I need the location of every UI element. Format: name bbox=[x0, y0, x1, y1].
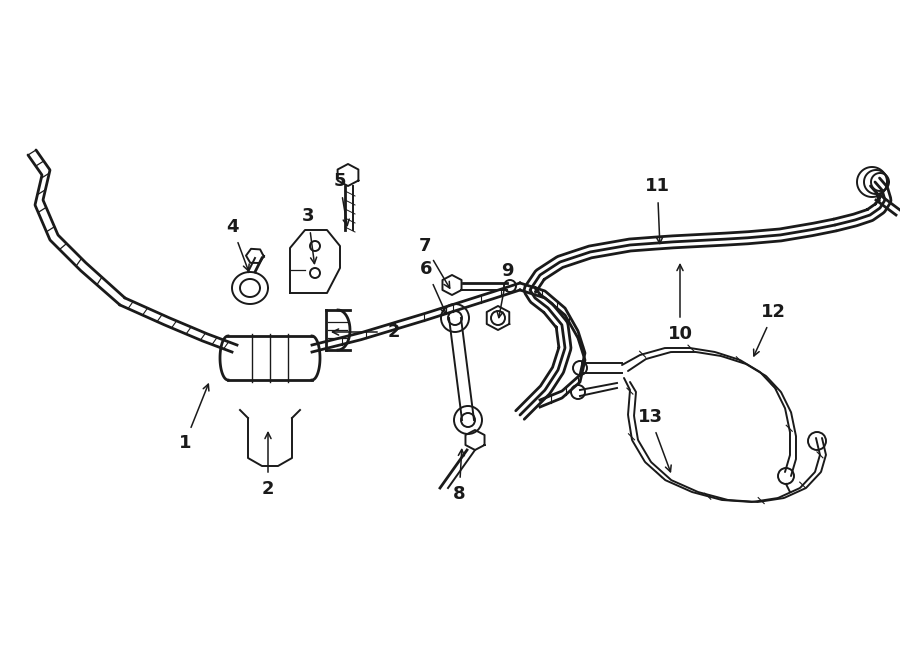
Text: 13: 13 bbox=[637, 408, 662, 426]
Text: 7: 7 bbox=[418, 237, 431, 255]
Text: 6: 6 bbox=[420, 260, 433, 278]
Text: 4: 4 bbox=[226, 218, 239, 236]
Text: 2: 2 bbox=[388, 323, 400, 341]
Text: 12: 12 bbox=[761, 303, 787, 321]
Text: 2: 2 bbox=[262, 480, 274, 498]
Text: 3: 3 bbox=[302, 207, 314, 225]
Text: 1: 1 bbox=[178, 434, 191, 452]
Text: 10: 10 bbox=[668, 325, 692, 343]
Text: 8: 8 bbox=[453, 485, 465, 503]
Text: 9: 9 bbox=[501, 262, 514, 280]
Text: 5: 5 bbox=[333, 173, 346, 190]
Text: 11: 11 bbox=[645, 177, 670, 195]
